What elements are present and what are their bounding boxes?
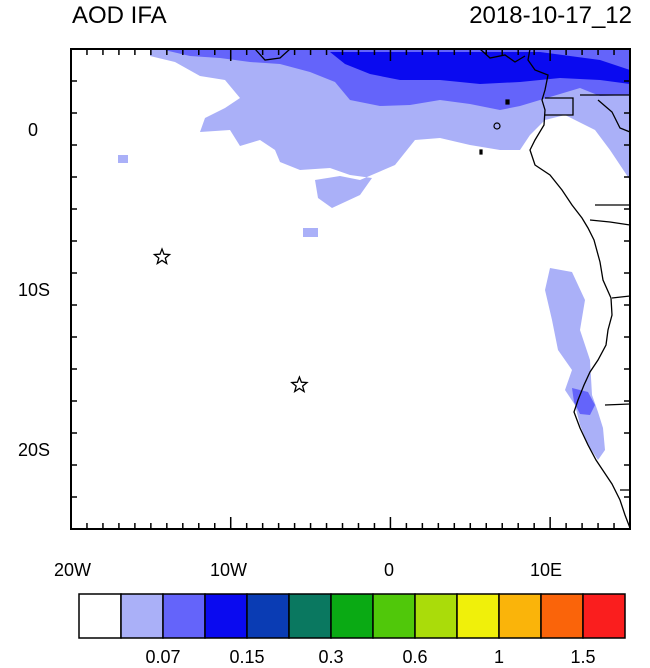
colorbar-label: 0.15 [229, 647, 265, 667]
map-timestamp: 2018-10-17_12 [469, 2, 632, 29]
colorbar-swatch [78, 593, 122, 639]
lon-label-0: 0 [384, 560, 395, 580]
colorbar-label: 1 [493, 647, 505, 667]
colorbar-swatch [456, 593, 500, 639]
lat-label-0: 0 [28, 120, 39, 140]
colorbar-swatch [540, 593, 584, 639]
lat-label-10s: 10S [18, 280, 51, 300]
colorbar-swatch [372, 593, 416, 639]
islands [479, 99, 510, 155]
colorbar-label: 0.07 [145, 647, 181, 667]
aod-patch [303, 228, 318, 237]
colorbar-label: 1.5 [570, 647, 596, 667]
colorbar-swatch [498, 593, 542, 639]
aod-field [118, 49, 630, 529]
colorbar-label: 0.3 [318, 647, 344, 667]
colorbar-swatch [288, 593, 332, 639]
marker-group [152, 247, 309, 393]
lon-label-20w: 20W [54, 560, 92, 580]
colorbar-label: 0.6 [402, 647, 428, 667]
colorbar-swatch [120, 593, 164, 639]
colorbar-swatch [204, 593, 248, 639]
coastline [254, 49, 630, 529]
lon-label-10w: 10W [210, 560, 248, 580]
lat-label-20s: 20S [18, 440, 51, 460]
colorbar-swatch [582, 593, 626, 639]
aod-region-high [330, 52, 630, 84]
map-title: AOD IFA [72, 2, 167, 29]
colorbar-swatch [162, 593, 206, 639]
colorbar [78, 593, 626, 639]
axis-ticks [70, 48, 631, 530]
aod-region-coastal-mid [572, 388, 595, 415]
plot-frame [70, 48, 631, 530]
colorbar-swatch [414, 593, 458, 639]
aod-patch [118, 155, 128, 163]
colorbar-swatch [246, 593, 290, 639]
colorbar-swatch [330, 593, 374, 639]
star-marker [290, 375, 309, 393]
lon-label-10e: 10E [530, 560, 563, 580]
star-marker [152, 247, 172, 265]
